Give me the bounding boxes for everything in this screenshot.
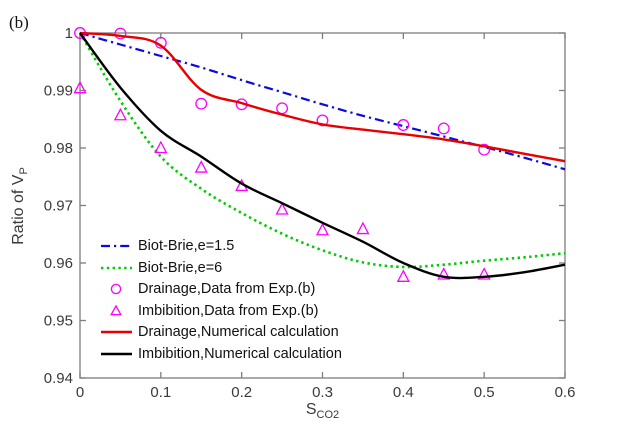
data-point-triangle-marker xyxy=(113,107,127,121)
legend-item-drainage-data-from-exp-b: Drainage,Data from Exp.(b) xyxy=(100,281,342,297)
data-point-circle-marker xyxy=(437,122,450,135)
circle-marker xyxy=(110,283,122,295)
x-tick-label: 0.4 xyxy=(393,384,414,401)
y-tick-label: 0.95 xyxy=(44,313,73,330)
legend-item-drainage-numerical-calculation: Drainage,Numerical calculation xyxy=(100,324,342,340)
x-tick-label: 0.1 xyxy=(150,384,171,401)
series-line-biot-brie-e-6 xyxy=(78,32,566,269)
x-tick-label: 0.2 xyxy=(231,384,252,401)
x-tick-label: 0.6 xyxy=(555,384,576,401)
y-tick-label: 0.99 xyxy=(44,83,73,100)
y-axis-label: Ratio of VP xyxy=(10,167,30,245)
triangle-marker xyxy=(110,304,122,316)
data-point-circle-marker xyxy=(114,27,127,40)
data-point-circle-marker xyxy=(397,119,410,131)
x-axis-label: SCO2 xyxy=(80,401,565,421)
data-point-triangle-marker xyxy=(194,160,208,173)
x-axis-label-text: S xyxy=(305,401,317,418)
legend-label: Biot-Brie,e=1.5 xyxy=(138,238,235,254)
y-tick-label: 0.97 xyxy=(44,198,73,215)
y-tick-label: 1 xyxy=(65,25,73,42)
legend-line-sample-icon xyxy=(101,244,132,248)
legend-item-biot-brie-e-1-5: Biot-Brie,e=1.5 xyxy=(100,238,342,254)
data-point-circle-marker xyxy=(276,102,289,115)
legend-line-sample-icon xyxy=(101,266,132,269)
data-point-triangle-marker xyxy=(275,202,289,215)
y-tick-label: 0.96 xyxy=(44,255,73,272)
y-axis-label-text: Ratio of V xyxy=(9,174,27,245)
y-axis-label-subscript: P xyxy=(18,167,31,175)
legend-item-biot-brie-e-6: Biot-Brie,e=6 xyxy=(100,260,342,276)
x-axis-label-subscript: CO2 xyxy=(316,409,340,422)
chart-legend: Biot-Brie,e=1.5 Biot-Brie,e=6 Drainage,Dat… xyxy=(100,238,342,368)
x-tick-label: 0.3 xyxy=(312,384,333,401)
series-line-biot-brie-e-1-5 xyxy=(79,31,566,171)
legend-label: Drainage,Data from Exp.(b) xyxy=(138,281,316,298)
data-point-triangle-marker xyxy=(315,222,330,236)
x-tick-label: 0 xyxy=(76,384,84,401)
data-point-triangle-marker xyxy=(356,221,370,235)
legend-item-imbibition-data-from-exp-b: Imbibition,Data from Exp.(b) xyxy=(100,303,342,319)
data-point-triangle-marker xyxy=(73,80,87,94)
data-point-circle-marker xyxy=(478,143,491,156)
series-markers-drainage-data-from-exp-b xyxy=(74,27,491,156)
y-tick-label: 0.94 xyxy=(44,370,73,387)
data-point-triangle-marker xyxy=(437,267,451,280)
legend-label: Imbibition,Data from Exp.(b) xyxy=(138,302,319,319)
data-point-circle-marker xyxy=(195,97,208,110)
legend-label: Biot-Brie,e=6 xyxy=(138,259,223,276)
data-point-triangle-marker xyxy=(396,269,410,282)
legend-line-sample-icon xyxy=(101,352,132,356)
legend-triangle-marker-icon xyxy=(110,304,122,316)
series-line-drainage-numerical-calculation xyxy=(79,31,566,163)
legend-line-sample-icon xyxy=(101,331,132,334)
data-point-triangle-marker xyxy=(477,267,491,280)
x-tick-label: 0.5 xyxy=(474,384,495,401)
axis-ticks: 0 0.1 0.2 0.3 0.4 0.5 0.6 0.94 0.95 0.96 0.97 0.98 0… xyxy=(44,25,576,401)
series-markers-imbibition-data-from-exp-b xyxy=(73,80,491,282)
data-point-circle-marker xyxy=(316,114,329,127)
series-line-imbibition-numerical-calculation xyxy=(79,32,566,280)
legend-circle-marker-icon xyxy=(110,283,122,295)
y-tick-label: 0.98 xyxy=(44,140,73,157)
legend-label: Drainage,Numerical calculation xyxy=(138,324,339,341)
data-point-triangle-marker xyxy=(154,140,168,154)
legend-label: Imbibition,Numerical calculation xyxy=(138,345,342,362)
panel-label: (b) xyxy=(9,13,29,32)
legend-item-imbibition-numerical-calculation: Imbibition,Numerical calculation xyxy=(100,346,342,362)
